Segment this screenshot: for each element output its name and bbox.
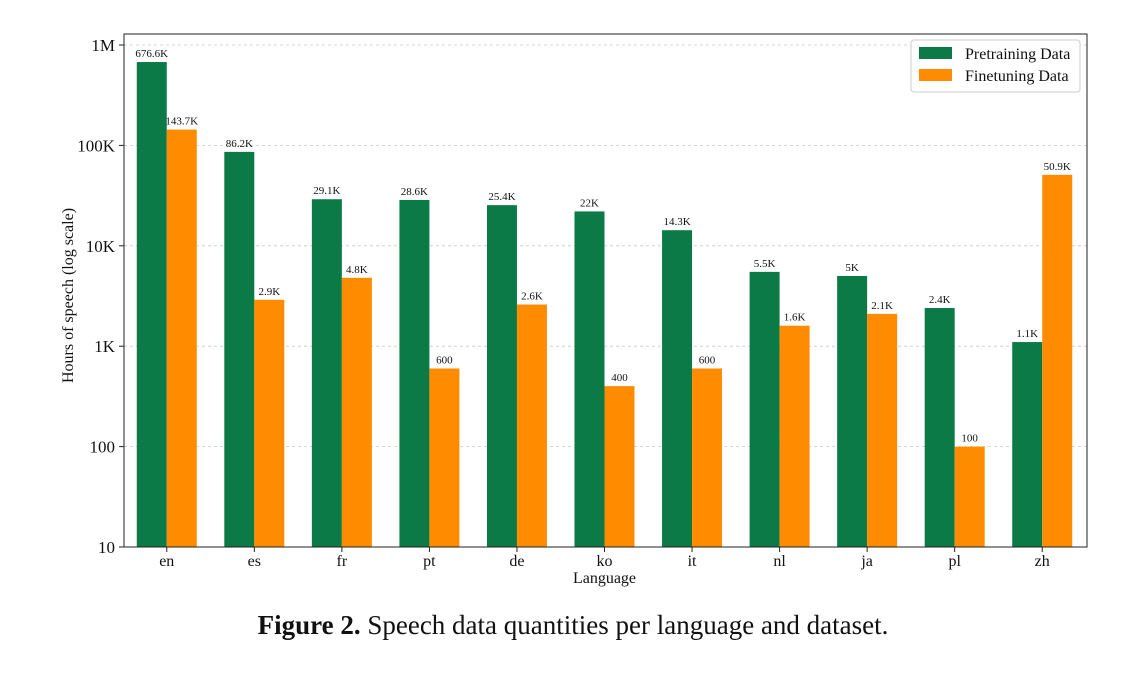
data-label: 676.6K <box>135 48 168 60</box>
bar <box>1012 342 1043 547</box>
data-label: 25.4K <box>488 191 515 203</box>
data-label: 143.7K <box>165 116 198 128</box>
bar <box>574 211 605 547</box>
x-tick-label: zh <box>1035 553 1050 570</box>
x-tick-label: ko <box>597 553 613 570</box>
data-label: 4.8K <box>346 264 368 276</box>
bar <box>867 313 898 547</box>
x-axis-label: Language <box>573 570 636 587</box>
data-label: 400 <box>611 372 628 384</box>
bar <box>486 205 517 547</box>
x-tick-label: pl <box>948 553 961 570</box>
bar <box>136 62 167 547</box>
data-label: 100 <box>961 433 978 445</box>
bar <box>692 368 723 547</box>
bar <box>924 308 955 547</box>
caption-text: Speech data quantities per language and … <box>360 610 889 640</box>
data-label: 2.9K <box>258 286 280 298</box>
bar <box>399 199 430 548</box>
x-tick-label: it <box>688 553 697 570</box>
bar <box>749 271 780 547</box>
data-label: 2.6K <box>521 291 543 303</box>
data-label: 86.2K <box>226 138 253 150</box>
y-tick-label: 1K <box>94 337 116 356</box>
data-label: 22K <box>580 197 599 209</box>
x-tick-label: fr <box>337 553 348 570</box>
x-tick-label: ja <box>860 553 873 570</box>
bar <box>604 386 635 547</box>
bar <box>166 129 197 547</box>
legend-swatch <box>919 47 952 59</box>
x-tick-label: nl <box>773 553 786 570</box>
data-label: 2.4K <box>929 294 951 306</box>
plot-frame <box>123 33 1088 548</box>
data-label: 14.3K <box>663 216 690 228</box>
x-tick-label: en <box>159 553 174 570</box>
bar <box>837 276 868 547</box>
x-tick-label: es <box>248 553 261 570</box>
bar <box>516 304 547 547</box>
bar <box>1042 174 1073 548</box>
data-label: 28.6K <box>401 186 428 198</box>
legend-label: Pretraining Data <box>965 46 1070 63</box>
bar-chart: 10 100 1K 10K 100K 1M 676.6K 143.7K en 86.2K 2.9K e… <box>60 33 1088 587</box>
data-label: 29.1K <box>313 185 340 197</box>
y-tick-label: 10K <box>86 237 116 256</box>
bar <box>779 325 810 547</box>
data-label: 2.1K <box>871 300 893 312</box>
y-tick-label: 10 <box>98 538 115 557</box>
bar <box>662 230 693 547</box>
figure-caption: Figure 2. Speech data quantities per lan… <box>0 610 1146 641</box>
data-label: 5K <box>845 262 859 274</box>
y-tick-label: 100K <box>77 136 116 155</box>
bar <box>224 151 255 548</box>
x-tick-label: de <box>509 553 524 570</box>
legend-box <box>910 39 1081 93</box>
data-label: 1.1K <box>1016 328 1038 340</box>
bar <box>429 368 460 547</box>
data-label: 600 <box>436 354 453 366</box>
y-tick-label: 1M <box>91 36 115 55</box>
data-label: 600 <box>699 354 716 366</box>
y-axis-label: Hours of speech (log scale) <box>60 208 77 383</box>
data-label: 1.6K <box>784 312 806 324</box>
bar <box>254 299 285 547</box>
data-label: 50.9K <box>1044 161 1071 173</box>
x-tick-label: pt <box>423 553 436 570</box>
y-tick-label: 100 <box>90 438 116 457</box>
bar <box>954 446 985 547</box>
data-label: 5.5K <box>754 258 776 270</box>
bar <box>341 277 372 547</box>
legend-label: Finetuning Data <box>965 68 1069 85</box>
caption-label: Figure 2. <box>257 610 361 640</box>
bar <box>311 199 342 547</box>
legend-swatch <box>919 69 952 81</box>
